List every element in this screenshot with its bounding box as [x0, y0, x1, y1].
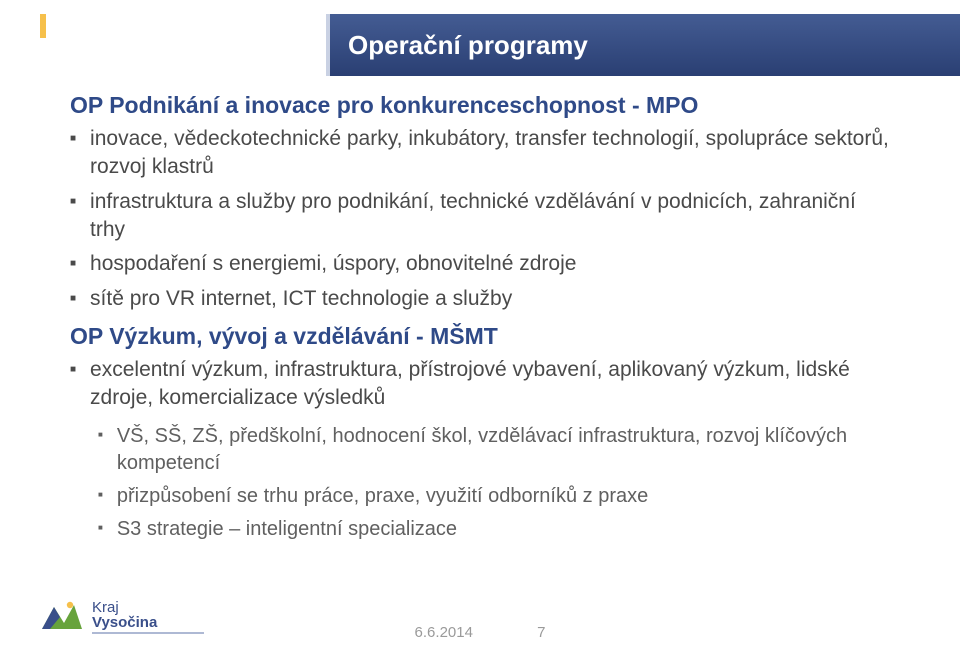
list-item: sítě pro VR internet, ICT technologie a … — [70, 285, 890, 313]
logo-kraj: Kraj — [92, 600, 204, 615]
list-item: inovace, vědeckotechnické parky, inkubát… — [70, 125, 890, 182]
section-2-list: excelentní výzkum, infrastruktura, příst… — [70, 356, 890, 413]
list-item: S3 strategie – inteligentní specializace — [98, 516, 890, 543]
title-bar: Operační programy — [330, 14, 960, 76]
list-item-text: excelentní výzkum, infrastruktura, příst… — [90, 356, 890, 413]
list-item: VŠ, SŠ, ZŠ, předškolní, hodnocení škol, … — [98, 423, 890, 477]
list-item: přizpůsobení se trhu práce, praxe, využi… — [98, 483, 890, 510]
list-item-text: S3 strategie – inteligentní specializace — [117, 516, 457, 543]
list-item-text: přizpůsobení se trhu práce, praxe, využi… — [117, 483, 648, 510]
list-item-text: inovace, vědeckotechnické parky, inkubát… — [90, 125, 890, 182]
section-2-sublist: VŠ, SŠ, ZŠ, předškolní, hodnocení škol, … — [70, 423, 890, 543]
list-item-text: sítě pro VR internet, ICT technologie a … — [90, 285, 512, 313]
footer-page: 7 — [537, 624, 545, 641]
slide-title: Operační programy — [330, 30, 588, 61]
list-item: hospodaření s energiemi, úspory, obnovit… — [70, 250, 890, 278]
section-heading-1: OP Podnikání a inovace pro konkurencesch… — [70, 92, 890, 119]
list-item-text: hospodaření s energiemi, úspory, obnovit… — [90, 250, 576, 278]
list-item: excelentní výzkum, infrastruktura, příst… — [70, 356, 890, 413]
footer-date: 6.6.2014 — [415, 624, 473, 641]
list-item: infrastruktura a služby pro podnikání, t… — [70, 188, 890, 245]
footer: 6.6.2014 7 — [0, 624, 960, 641]
slide-content: OP Podnikání a inovace pro konkurencesch… — [70, 92, 890, 549]
section-heading-2: OP Výzkum, vývoj a vzdělávání - MŠMT — [70, 323, 890, 350]
slide: Operační programy OP Podnikání a inovace… — [0, 0, 960, 657]
yellow-accent-bar — [40, 14, 46, 38]
section-1-list: inovace, vědeckotechnické parky, inkubát… — [70, 125, 890, 313]
list-item-text: infrastruktura a služby pro podnikání, t… — [90, 188, 890, 245]
list-item-text: VŠ, SŠ, ZŠ, předškolní, hodnocení škol, … — [117, 423, 890, 477]
